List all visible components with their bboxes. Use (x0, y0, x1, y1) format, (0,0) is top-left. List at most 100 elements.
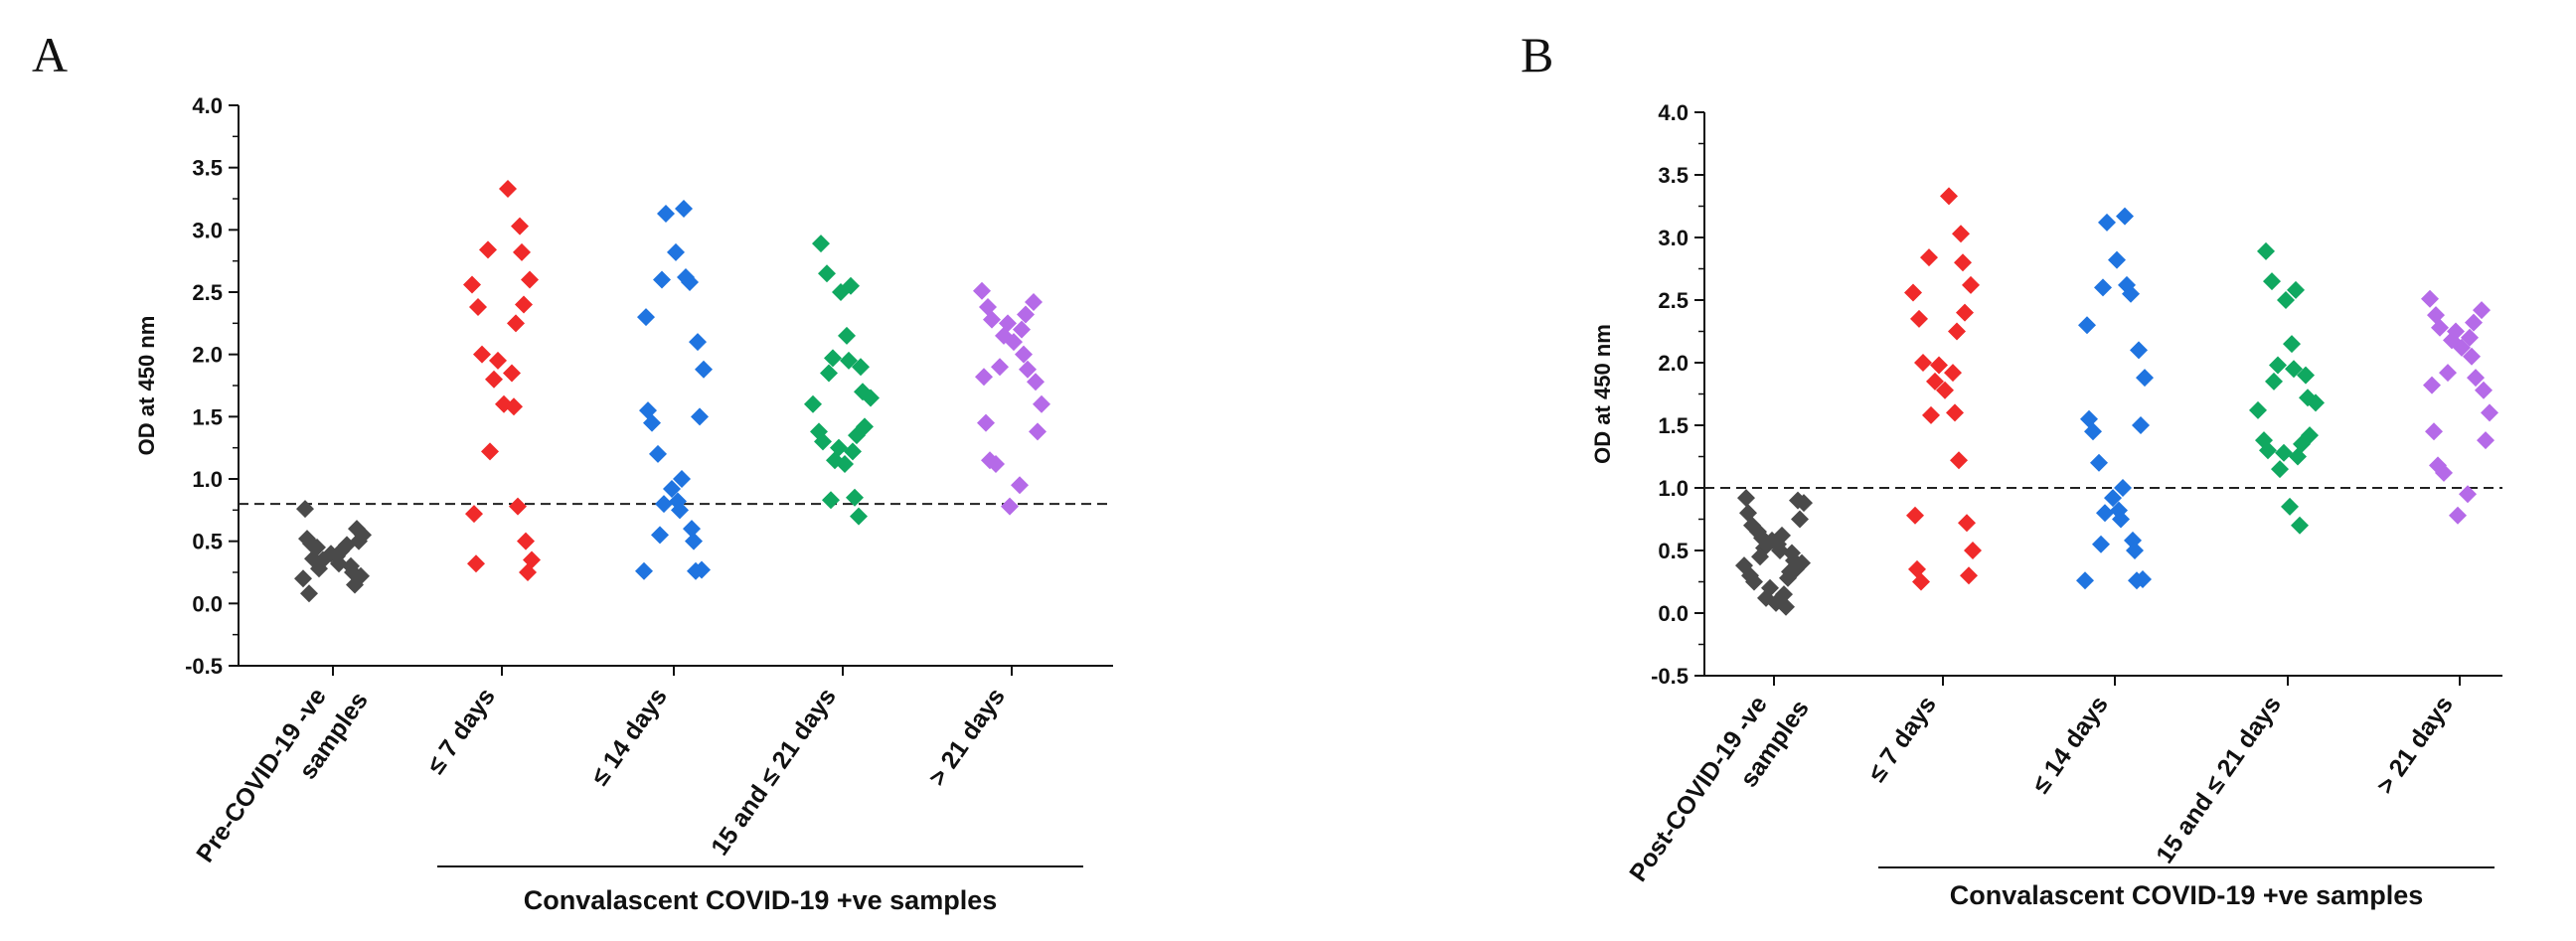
data-point (2114, 479, 2132, 497)
data-point (1940, 187, 1958, 206)
y-tick-label: -0.5 (1651, 664, 1689, 689)
data-point (2467, 369, 2485, 388)
data-point (346, 575, 364, 594)
y-tick-label: 1.0 (192, 467, 223, 492)
data-point (681, 272, 699, 291)
data-point (1922, 405, 1940, 424)
data-point (987, 454, 1005, 473)
category-label: > 21 days (2371, 691, 2459, 799)
data-point (695, 360, 713, 379)
data-point (2287, 280, 2305, 299)
data-point (2475, 381, 2493, 399)
data-point (822, 491, 840, 510)
data-point (1745, 572, 1763, 591)
y-tick-label: 4.0 (192, 93, 223, 118)
data-point (2078, 316, 2096, 335)
data-point (2285, 360, 2303, 379)
category-label: ≤ 7 days (421, 683, 500, 779)
data-point (513, 242, 531, 261)
y-tick-label: 2.5 (1658, 288, 1689, 313)
data-point (481, 442, 499, 461)
data-point (687, 561, 705, 580)
data-point (1956, 303, 1974, 322)
data-point (2096, 504, 2114, 523)
data-point (1013, 320, 1031, 339)
y-tick-label: 4.0 (1658, 100, 1689, 125)
data-point (1912, 572, 1930, 591)
data-point (983, 310, 1001, 329)
data-point (479, 240, 497, 259)
data-point (1017, 305, 1035, 324)
data-point (653, 270, 671, 289)
y-tick-label: 0.0 (1658, 601, 1689, 626)
data-point (338, 536, 356, 554)
data-point (465, 505, 483, 524)
data-point (1781, 562, 1799, 581)
data-point (507, 314, 525, 333)
data-point (2275, 443, 2293, 462)
data-point (1954, 253, 1972, 272)
y-tick-label: 1.5 (192, 404, 223, 429)
data-point (2259, 441, 2277, 460)
data-point (2283, 335, 2301, 354)
data-point (505, 397, 523, 416)
data-point (814, 432, 832, 451)
data-point (1029, 422, 1046, 441)
data-point (1914, 354, 1932, 372)
data-point (1906, 506, 1924, 525)
data-point (1019, 360, 1037, 379)
y-tick-label: 2.0 (1658, 351, 1689, 376)
y-tick-label: 0.0 (192, 591, 223, 616)
data-point (2291, 516, 2309, 535)
data-point (2277, 291, 2295, 309)
chart-panel-a: -0.5 0.0 0.5 1.0 1.5 2.0 2.5 3.0 3.5 4.0 OD at 450… (134, 93, 1113, 915)
data-point (1001, 497, 1019, 516)
data-point (2481, 403, 2498, 422)
data-point (2421, 289, 2439, 308)
y-tick-label: 3.5 (192, 156, 223, 181)
data-point (2265, 372, 2283, 391)
y-tick-label: 0.5 (1658, 539, 1689, 563)
data-point (1946, 403, 1964, 422)
data-point (2439, 364, 2457, 383)
data-point (637, 308, 655, 327)
data-point (521, 270, 539, 289)
data-point (991, 358, 1009, 377)
x-axis-group-label: Convalascent COVID-19 +ve samples (1950, 880, 2423, 910)
data-point (509, 497, 527, 516)
category-label: ≤ 14 days (2027, 691, 2114, 798)
data-point (846, 488, 864, 507)
data-point (1920, 248, 1938, 267)
data-point (2465, 313, 2483, 332)
data-point (2459, 485, 2477, 504)
data-point (2257, 241, 2275, 260)
data-point (485, 370, 503, 389)
data-point (2307, 393, 2325, 412)
category-label: Post-COVID-19 -ve (1624, 691, 1773, 886)
data-point (850, 507, 868, 526)
panel-letter-b: B (1521, 27, 1553, 82)
data-point (1737, 489, 1755, 508)
data-point (1958, 514, 1976, 533)
data-point (2092, 535, 2110, 553)
data-point (2297, 366, 2315, 385)
data-point (469, 298, 487, 317)
data-point (1952, 225, 1970, 243)
data-point (671, 501, 689, 520)
data-point (667, 242, 685, 261)
data-point (1033, 394, 1050, 413)
data-point (2132, 416, 2150, 434)
data-point (685, 532, 703, 550)
data-point (655, 495, 673, 514)
data-point (1910, 309, 1928, 328)
y-tick-label: 3.0 (1658, 226, 1689, 250)
data-point (2449, 506, 2467, 525)
data-point (517, 532, 535, 550)
data-point (2431, 318, 2449, 337)
data-point (1791, 510, 1809, 529)
data-point (1751, 548, 1769, 566)
data-point (1964, 542, 1982, 559)
data-point (2094, 278, 2112, 297)
data-point (515, 295, 533, 314)
data-point (2461, 328, 2479, 347)
